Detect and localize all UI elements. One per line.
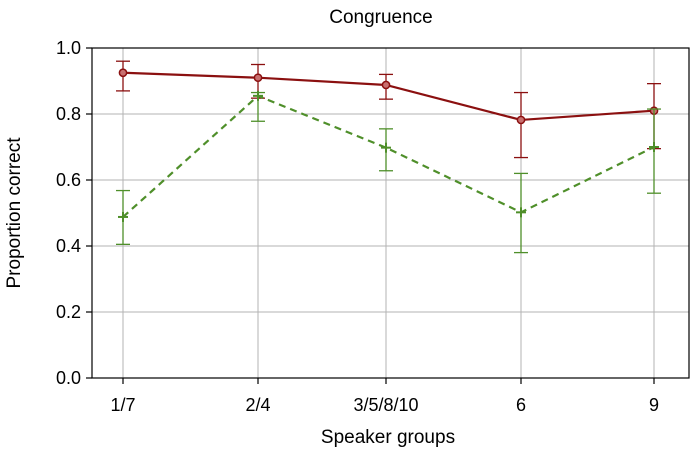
x-axis-label: Speaker groups bbox=[321, 427, 455, 448]
x-tick-label: 9 bbox=[649, 395, 659, 415]
series-1 bbox=[116, 60, 661, 159]
x-tick-label: 3/5/8/10 bbox=[353, 395, 418, 415]
data-point bbox=[649, 142, 659, 152]
y-tick-label: 0.6 bbox=[56, 170, 81, 190]
data-point bbox=[381, 80, 391, 90]
series-line bbox=[122, 94, 655, 218]
series-2 bbox=[116, 90, 661, 254]
axis-ticks: 0.0 0.2 0.4 0.6 0.8 1.0 1/7 2/4 3/5/8/10 6 9 bbox=[56, 38, 659, 415]
data-point bbox=[516, 207, 526, 218]
data-point bbox=[118, 211, 128, 222]
x-tick-label: 2/4 bbox=[245, 395, 270, 415]
data-point bbox=[253, 90, 263, 101]
y-axis-label: Proportion correct bbox=[4, 137, 25, 289]
y-tick-label: 0.2 bbox=[56, 302, 81, 322]
plot-frame bbox=[91, 47, 690, 379]
x-tick-label: 1/7 bbox=[110, 395, 135, 415]
data-point bbox=[381, 142, 391, 153]
y-tick-label: 0.8 bbox=[56, 104, 81, 124]
series-layer bbox=[116, 60, 661, 254]
series-line bbox=[122, 71, 655, 122]
chart-title: Congruence bbox=[329, 7, 433, 28]
grid bbox=[92, 47, 689, 379]
x-tick-label: 6 bbox=[516, 395, 526, 415]
y-tick-label: 0.0 bbox=[56, 368, 81, 388]
data-point bbox=[118, 68, 128, 78]
y-tick-label: 1.0 bbox=[56, 38, 81, 58]
data-point bbox=[253, 73, 263, 83]
data-point bbox=[516, 115, 526, 125]
y-tick-label: 0.4 bbox=[56, 236, 81, 256]
